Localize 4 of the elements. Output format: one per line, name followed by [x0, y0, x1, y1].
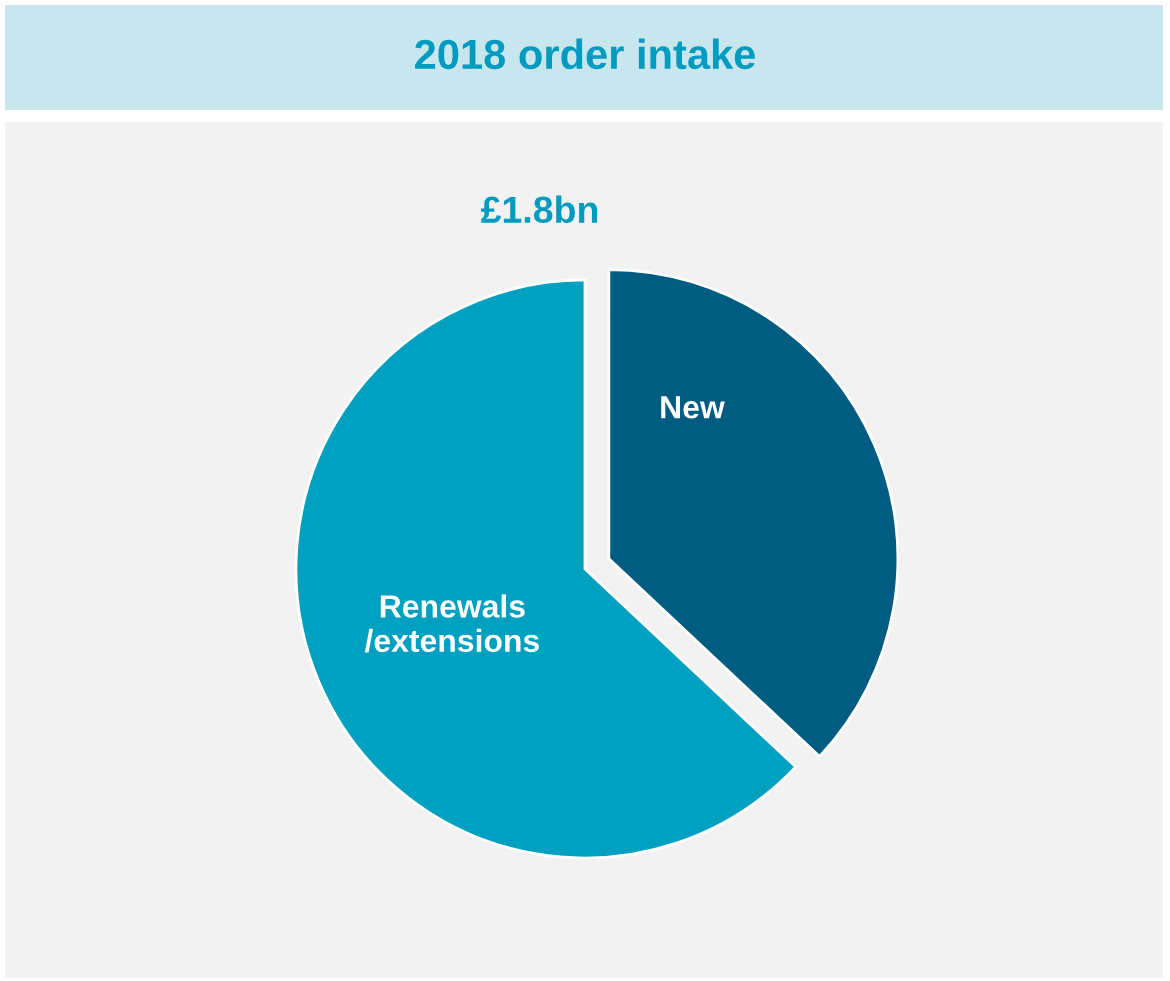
chart-title: 2018 order intake: [415, 38, 755, 70]
slice-label: New: [661, 396, 725, 419]
chart-subtitle: £1.8bn: [480, 195, 598, 224]
slice-label: Renewals /extensions: [364, 594, 539, 653]
